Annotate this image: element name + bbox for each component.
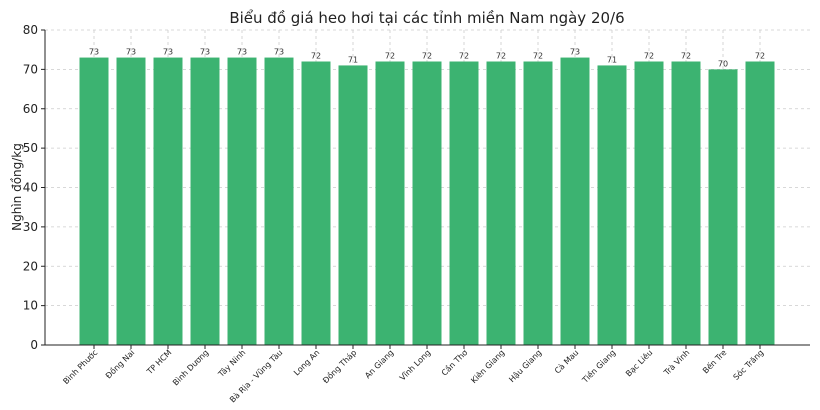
data-labels: 73 73 73 73 73 73 72 71 72 72 72 72 72 73 71 72 72 70 72 <box>89 48 765 69</box>
y-tick-label: 70 <box>23 62 38 76</box>
data-label: 72 <box>681 52 691 61</box>
x-tick-label: Bến Tre <box>700 347 728 375</box>
x-tick-label: Tiền Giang <box>579 347 617 385</box>
bar <box>745 61 775 345</box>
bar <box>301 61 331 345</box>
data-label: 72 <box>533 52 543 61</box>
x-tick-label: Kiên Giang <box>469 347 507 385</box>
y-tick-label: 20 <box>23 259 38 273</box>
y-tick-label: 50 <box>23 141 38 155</box>
x-tick-label: An Giang <box>363 348 395 380</box>
bar <box>708 69 738 345</box>
chart-title: Biểu đồ giá heo hơi tại các tỉnh miền Na… <box>229 9 624 27</box>
y-tick-label: 80 <box>23 23 38 37</box>
bar <box>597 65 627 345</box>
bar <box>412 61 442 345</box>
bar <box>338 65 368 345</box>
y-tick-label: 60 <box>23 102 38 116</box>
data-label: 71 <box>607 55 617 64</box>
bar <box>449 61 479 345</box>
x-tick-label: Tây Ninh <box>216 348 247 379</box>
data-label: 72 <box>644 52 654 61</box>
data-label: 71 <box>348 55 358 64</box>
y-tick-label: 40 <box>23 181 38 195</box>
data-label: 73 <box>237 48 247 57</box>
data-label: 73 <box>89 48 99 57</box>
data-label: 72 <box>422 52 432 61</box>
data-label: 73 <box>200 48 210 57</box>
data-label: 73 <box>126 48 136 57</box>
data-label: 70 <box>718 59 728 68</box>
data-label: 72 <box>311 52 321 61</box>
bars <box>79 57 775 345</box>
data-label: 72 <box>385 52 395 61</box>
y-ticks: 0 10 20 30 40 50 60 70 80 <box>23 23 45 352</box>
x-tick-label: Trà Vinh <box>662 348 692 378</box>
data-label: 72 <box>459 52 469 61</box>
bar <box>671 61 701 345</box>
y-tick-label: 30 <box>23 220 38 234</box>
data-label: 73 <box>274 48 284 57</box>
bar <box>116 57 146 345</box>
x-tick-label: Vĩnh Long <box>398 348 432 382</box>
x-tick-label: Đồng Nai <box>103 347 136 380</box>
y-tick-label: 0 <box>30 338 38 352</box>
x-tick-label: Hậu Giang <box>507 348 544 385</box>
bar <box>523 61 553 345</box>
bar <box>560 57 590 345</box>
bar <box>79 57 109 345</box>
bar <box>264 57 294 345</box>
data-label: 73 <box>570 48 580 57</box>
bar <box>486 61 516 345</box>
x-tick-label: Long An <box>292 348 321 377</box>
x-tick-label: Bạc Liêu <box>623 347 655 379</box>
x-tick-label: Bình Phước <box>61 347 100 386</box>
x-tick-label: Cần Thơ <box>439 347 469 377</box>
bar <box>375 61 405 345</box>
data-label: 72 <box>755 52 765 61</box>
bar <box>190 57 220 345</box>
x-tick-label: Đồng Tháp <box>320 347 358 385</box>
bar <box>634 61 664 345</box>
data-label: 73 <box>163 48 173 57</box>
x-tick-label: Cà Mau <box>553 348 581 376</box>
bar <box>153 57 183 345</box>
data-label: 72 <box>496 52 506 61</box>
bar <box>227 57 257 345</box>
x-tick-label: Sóc Trăng <box>731 347 766 382</box>
x-tick-label: TP HCM <box>145 348 174 377</box>
y-tick-label: 10 <box>23 299 38 313</box>
y-axis-label: Nghìn đồng/kg <box>10 143 24 231</box>
x-tick-label: Bình Dương <box>171 348 210 387</box>
